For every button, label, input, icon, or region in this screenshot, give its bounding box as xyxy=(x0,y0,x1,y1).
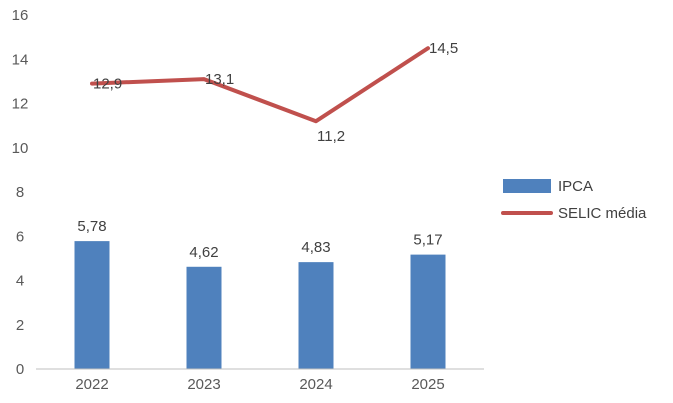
y-tick-label-14: 14 xyxy=(12,51,29,68)
x-tick-label-2025: 2025 xyxy=(411,376,444,393)
ipca-bar-2022 xyxy=(74,241,110,369)
selic-label-2024: 11,2 xyxy=(317,128,345,145)
legend-label-ipca: IPCA xyxy=(558,178,593,195)
legend-label-selic: SELIC média xyxy=(558,205,647,222)
ipca-label-2022: 5,78 xyxy=(77,218,106,235)
ipca-bars xyxy=(74,241,446,369)
ipca-label-2025: 5,17 xyxy=(413,232,442,249)
ipca-bar-2025 xyxy=(410,254,446,369)
selic-data-labels: 12,9 13,1 11,2 14,5 xyxy=(93,40,458,145)
y-tick-label-12: 12 xyxy=(12,96,29,113)
y-tick-label-4: 4 xyxy=(16,273,24,290)
ipca-data-labels: 5,78 4,62 4,83 5,17 xyxy=(77,218,442,261)
x-tick-label-2023: 2023 xyxy=(187,376,220,393)
y-tick-label-8: 8 xyxy=(16,184,24,201)
selic-label-2025: 14,5 xyxy=(429,40,458,57)
ipca-label-2023: 4,62 xyxy=(189,244,218,261)
y-tick-label-6: 6 xyxy=(16,228,24,245)
selic-line-series xyxy=(90,46,430,124)
ipca-bar-2023 xyxy=(186,266,222,369)
legend: IPCA SELIC média xyxy=(501,178,647,222)
selic-line xyxy=(90,46,430,124)
y-tick-label-2: 2 xyxy=(16,317,24,334)
y-tick-label-10: 10 xyxy=(12,140,29,157)
x-axis: 2022 2023 2024 2025 xyxy=(36,368,484,393)
selic-label-2022: 12,9 xyxy=(93,76,122,93)
ipca-label-2024: 4,83 xyxy=(301,239,330,256)
x-tick-label-2022: 2022 xyxy=(75,376,108,393)
y-tick-label-0: 0 xyxy=(16,361,24,378)
ipca-bar-2024 xyxy=(298,262,334,369)
y-tick-label-16: 16 xyxy=(12,7,29,24)
y-axis: 0 2 4 6 8 10 12 14 16 xyxy=(12,7,29,378)
x-tick-label-2024: 2024 xyxy=(299,376,332,393)
selic-label-2023: 13,1 xyxy=(205,71,234,88)
legend-swatch-ipca xyxy=(503,179,551,193)
